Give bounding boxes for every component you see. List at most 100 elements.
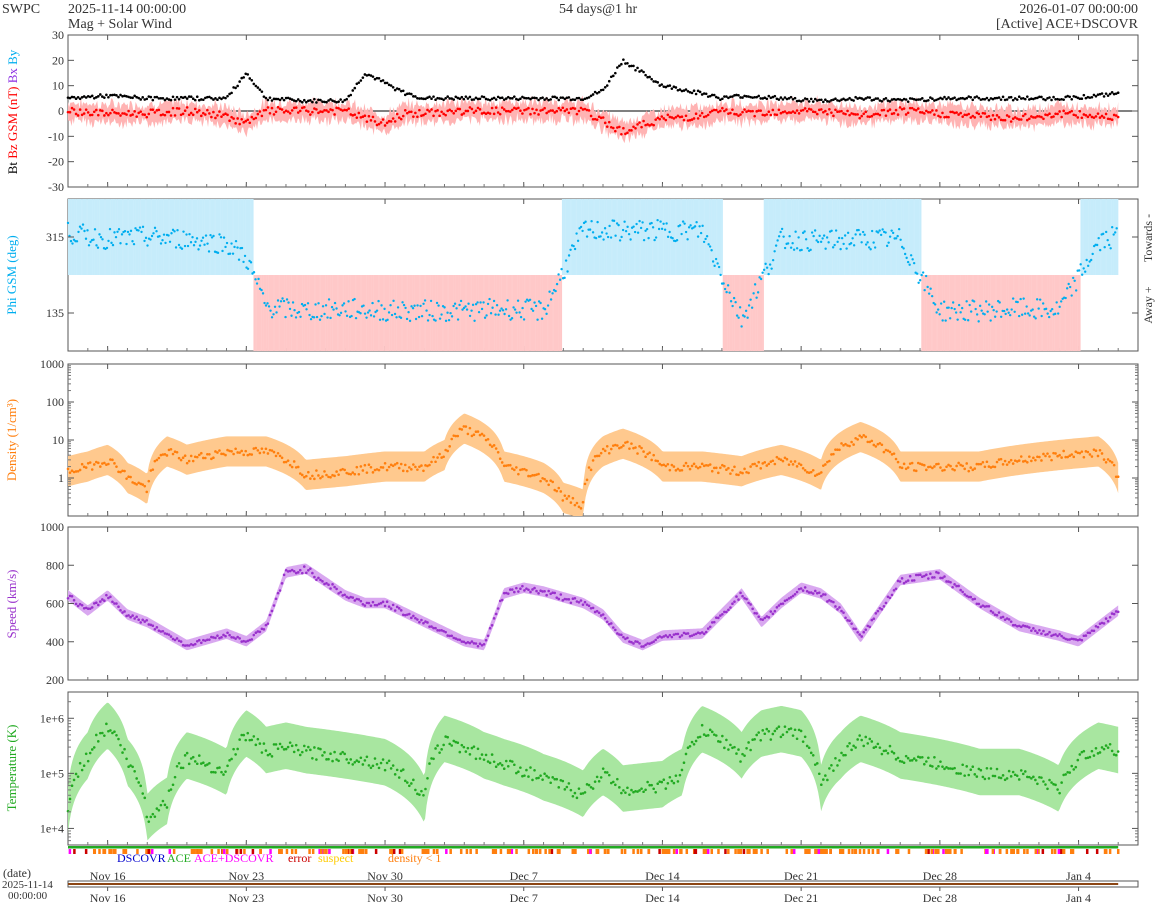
phi-point [180,247,184,250]
density-point [589,468,593,472]
away-bar [752,275,755,351]
density-point [658,462,662,466]
bt-point [916,98,920,101]
bz-point [212,110,215,114]
speed-point [129,615,132,619]
density-point [753,462,756,466]
phi-point [143,239,146,243]
bt-point [678,88,682,91]
phi-point [416,304,419,307]
density-point [535,473,538,476]
bz-point [761,113,765,117]
quality-mark [944,849,948,854]
density-point [325,473,328,477]
bt-point [763,96,767,100]
quality-mark [535,849,539,854]
speed-point [811,592,815,595]
bt-point [1005,98,1009,101]
quality-mark [1059,849,1063,854]
phi-point [294,316,298,319]
bz-point [650,123,653,126]
bt-point [393,88,397,92]
away-bar [504,275,507,351]
bz-point [951,110,954,114]
bt-point [347,94,351,98]
quality-mark [200,849,203,854]
bt-point [945,97,948,101]
bz-point [1106,117,1110,121]
phi-point [779,230,782,234]
x-tick-label: Nov 16 [90,869,126,883]
towards-bar [886,199,889,275]
temperature-point [420,789,423,793]
temperature-point [204,764,207,767]
density-point [117,470,120,474]
quality-mark [499,849,503,854]
bz-point [614,129,617,133]
bt-point [405,92,409,96]
bt-point [733,94,736,97]
speed-point [650,641,653,644]
speed-point [822,593,825,596]
away-bar [287,275,290,351]
temperature-point [904,754,908,758]
density-point [1060,456,1063,459]
speed-point [232,636,235,639]
bt-point [561,96,565,99]
bz-point [767,110,771,114]
speed-point [401,613,405,617]
bt-point [426,96,429,100]
speed-point [1088,631,1092,635]
phi-point [1080,273,1084,276]
timeline-start-date: 2025-11-14 [2,879,53,891]
temperature-point [589,785,593,789]
phi-point [900,245,904,249]
density-point [817,472,821,475]
bt-point [349,93,353,97]
bt-point [745,95,748,98]
away-bar [427,275,430,351]
speed-point [733,600,736,603]
density-point [363,463,367,467]
density-point [628,447,631,450]
temperature-point [486,760,490,763]
speed-point [99,600,102,603]
bz-point [363,114,367,118]
speed-point [670,635,674,639]
quality-mark [814,849,817,854]
speed-point [450,634,454,638]
y-tick-label: 1 [58,471,64,485]
bz-point [947,115,950,119]
speed-point [1056,634,1059,638]
phi-point [662,222,665,226]
bt-point [543,98,546,101]
legend-density-lt1: density < 1 [388,851,441,865]
phi-point [977,320,980,323]
density-point [630,442,633,445]
speed-point [803,586,807,589]
phi-point [162,233,166,236]
density-point [212,456,215,460]
density-point [101,462,104,465]
towards-bar [711,199,714,275]
phi-point [588,228,592,231]
bt-point [995,96,999,100]
away-label: Away + [1141,286,1155,324]
bt-point [456,96,460,100]
phi-point [1077,269,1081,272]
bt-point [791,97,795,101]
towards-bar [642,199,645,275]
bt-point [927,98,930,102]
temperature-point [121,751,124,754]
quality-mark [571,849,575,854]
density-point [672,465,676,468]
speed-point [319,578,322,582]
phi-point [623,220,626,223]
bz-point [916,107,920,110]
temperature-point [664,787,668,790]
density-point [662,463,666,467]
phi-point [531,309,535,313]
away-bar [356,275,359,351]
density-point [991,465,995,468]
phi-point [788,235,791,238]
